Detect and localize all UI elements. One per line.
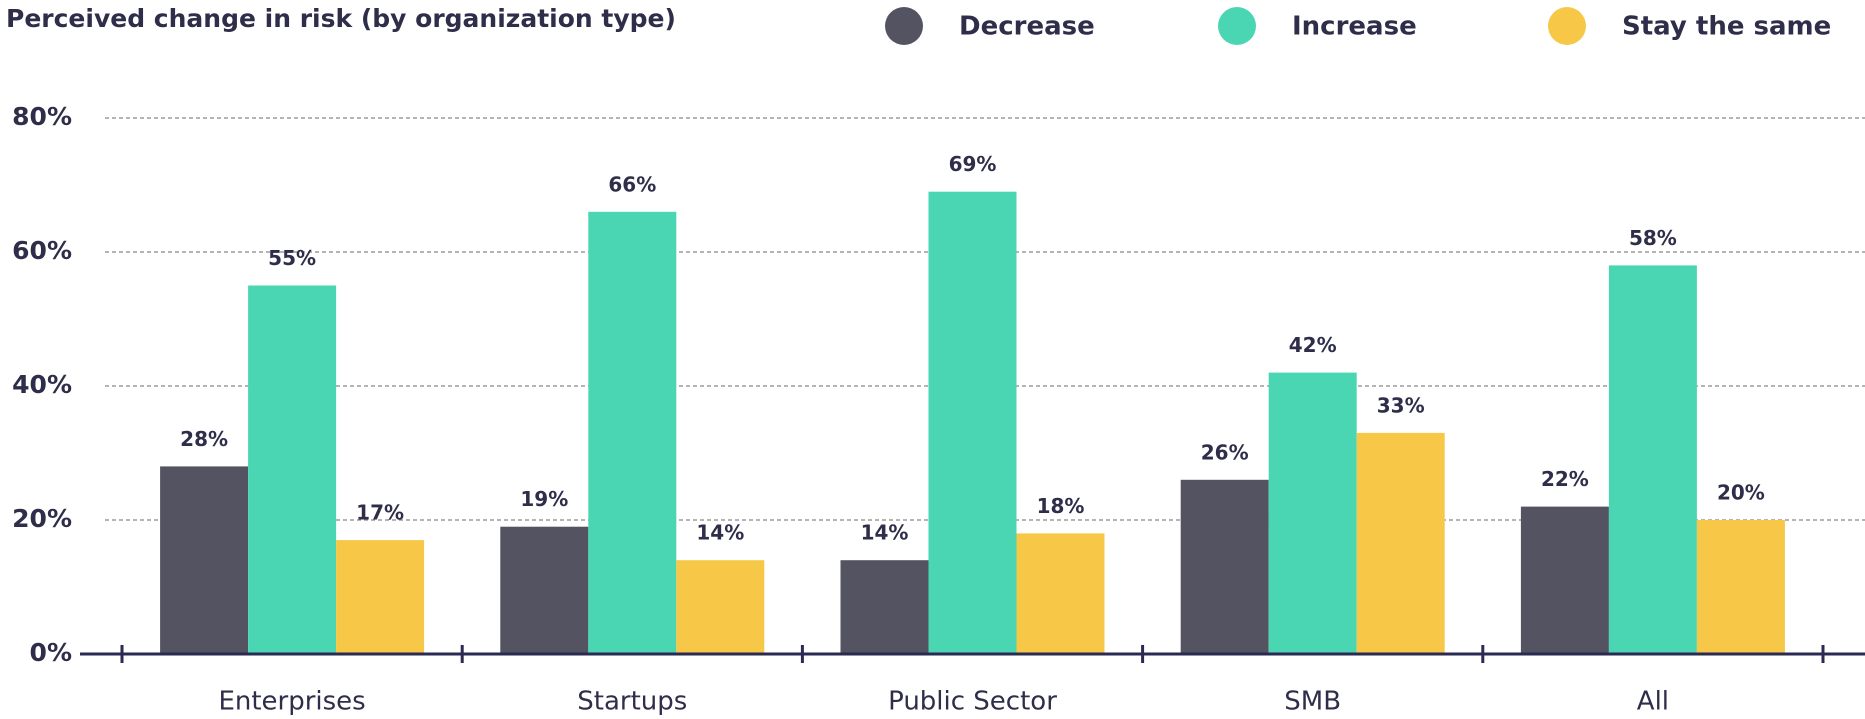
y-tick-label: 60%: [12, 236, 72, 265]
bar: [1180, 479, 1269, 654]
x-tick-label: SMB: [1284, 687, 1341, 717]
legend-label: Decrease: [959, 12, 1095, 42]
value-label: 55%: [268, 246, 316, 270]
value-label: 28%: [180, 427, 228, 451]
bar: [1696, 520, 1785, 654]
legend-label: Increase: [1292, 12, 1417, 42]
value-label: 20%: [1717, 481, 1765, 505]
value-label: 42%: [1289, 333, 1337, 357]
y-tick-label: 0%: [30, 638, 72, 667]
value-label: 14%: [696, 521, 744, 545]
legend-swatch: [1548, 7, 1586, 45]
legend-swatch: [1218, 7, 1256, 45]
value-label: 17%: [356, 501, 404, 525]
bar: [336, 540, 425, 654]
x-tick-label: Public Sector: [888, 687, 1057, 717]
x-tick-label: Startups: [577, 687, 687, 717]
y-tick-label: 80%: [12, 102, 72, 131]
y-tick-label: 20%: [12, 504, 72, 533]
value-label: 66%: [608, 172, 656, 196]
value-label: 58%: [1629, 226, 1677, 250]
bar: [588, 211, 677, 655]
bar: [1608, 265, 1697, 654]
bar: [160, 466, 249, 654]
value-label: 69%: [949, 152, 997, 176]
value-label: 33%: [1377, 393, 1425, 417]
bar: [248, 285, 337, 654]
chart-title: Perceived change in risk (by organizatio…: [6, 4, 676, 33]
bar: [676, 560, 765, 654]
bar: [1268, 372, 1357, 654]
value-label: 18%: [1037, 494, 1085, 518]
bar: [1356, 432, 1445, 654]
bar: [500, 526, 589, 654]
value-label: 14%: [861, 521, 909, 545]
x-tick-label: Enterprises: [218, 687, 365, 717]
legend-label: Stay the same: [1622, 12, 1831, 42]
value-label: 22%: [1541, 467, 1589, 491]
legend-swatch: [885, 7, 923, 45]
bar: [1016, 533, 1105, 654]
value-label: 19%: [520, 487, 568, 511]
bar: [1520, 506, 1609, 654]
x-tick-label: All: [1637, 687, 1669, 717]
bar: [928, 191, 1017, 654]
y-tick-label: 40%: [12, 370, 72, 399]
value-label: 26%: [1201, 440, 1249, 464]
bar: [840, 560, 929, 654]
